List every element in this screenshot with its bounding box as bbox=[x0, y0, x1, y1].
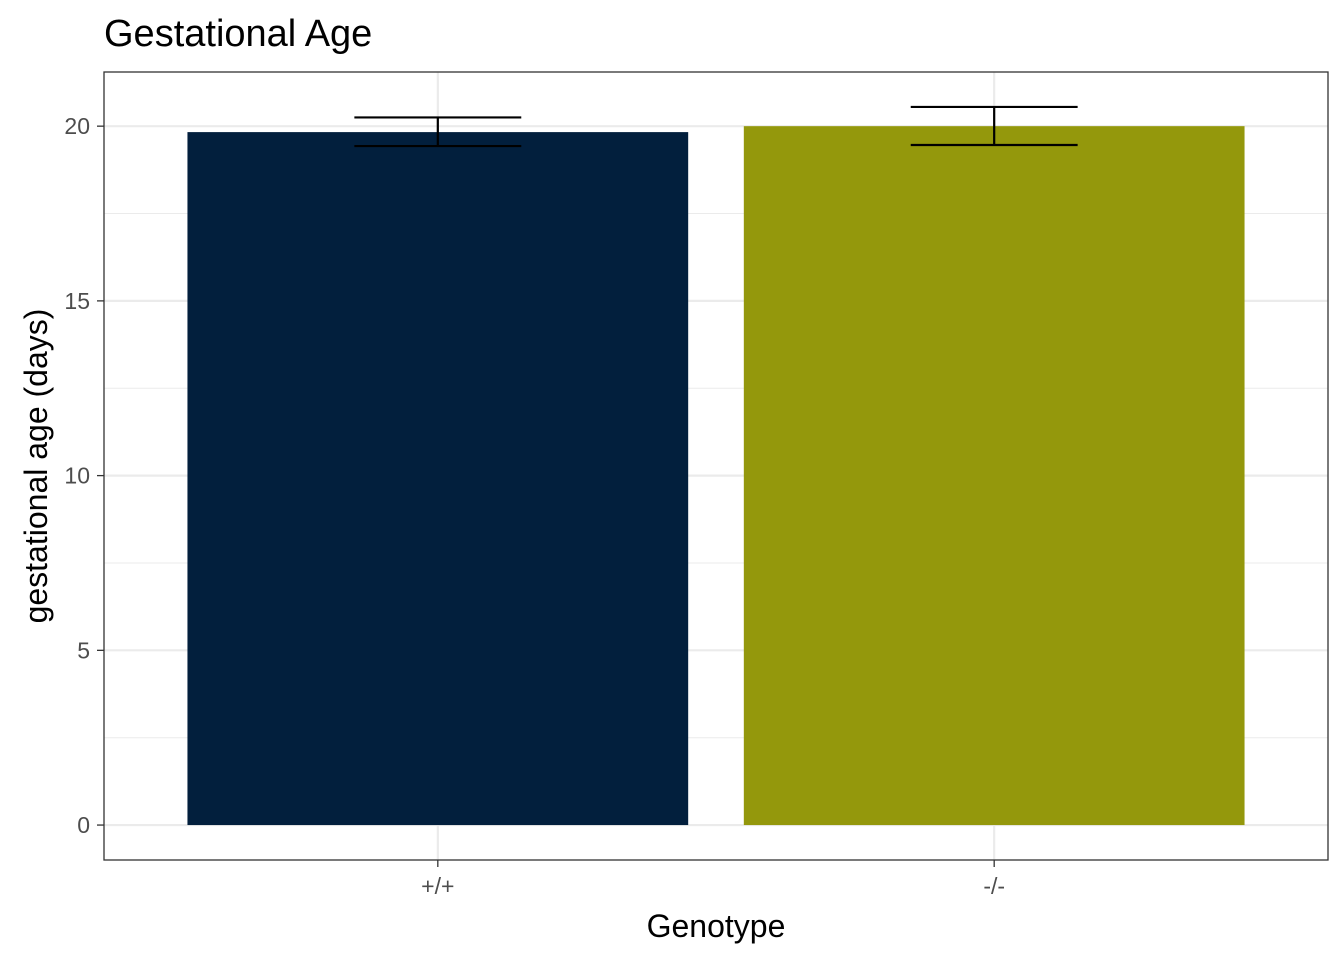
x-tick-label: +/+ bbox=[421, 873, 454, 899]
bars bbox=[187, 126, 1245, 826]
y-tick-label: 0 bbox=[77, 812, 90, 838]
chart-title: Gestational Age bbox=[104, 13, 372, 55]
error-bars bbox=[354, 105, 1078, 148]
y-axis-title: gestational age (days) bbox=[18, 309, 54, 624]
bar-wild-type bbox=[187, 132, 689, 826]
y-tick-label: 5 bbox=[77, 637, 90, 663]
x-axis-title: Genotype bbox=[647, 908, 786, 944]
y-tick-label: 15 bbox=[64, 288, 90, 314]
plot-border bbox=[103, 71, 1329, 861]
y-axis: 0 5 10 15 20 bbox=[64, 113, 104, 838]
bar-knockout bbox=[743, 126, 1245, 826]
x-axis: +/+ -/- bbox=[421, 860, 1005, 899]
y-tick-label: 10 bbox=[64, 463, 90, 489]
x-tick-label: -/- bbox=[983, 873, 1005, 899]
y-tick-label: 20 bbox=[64, 113, 90, 139]
